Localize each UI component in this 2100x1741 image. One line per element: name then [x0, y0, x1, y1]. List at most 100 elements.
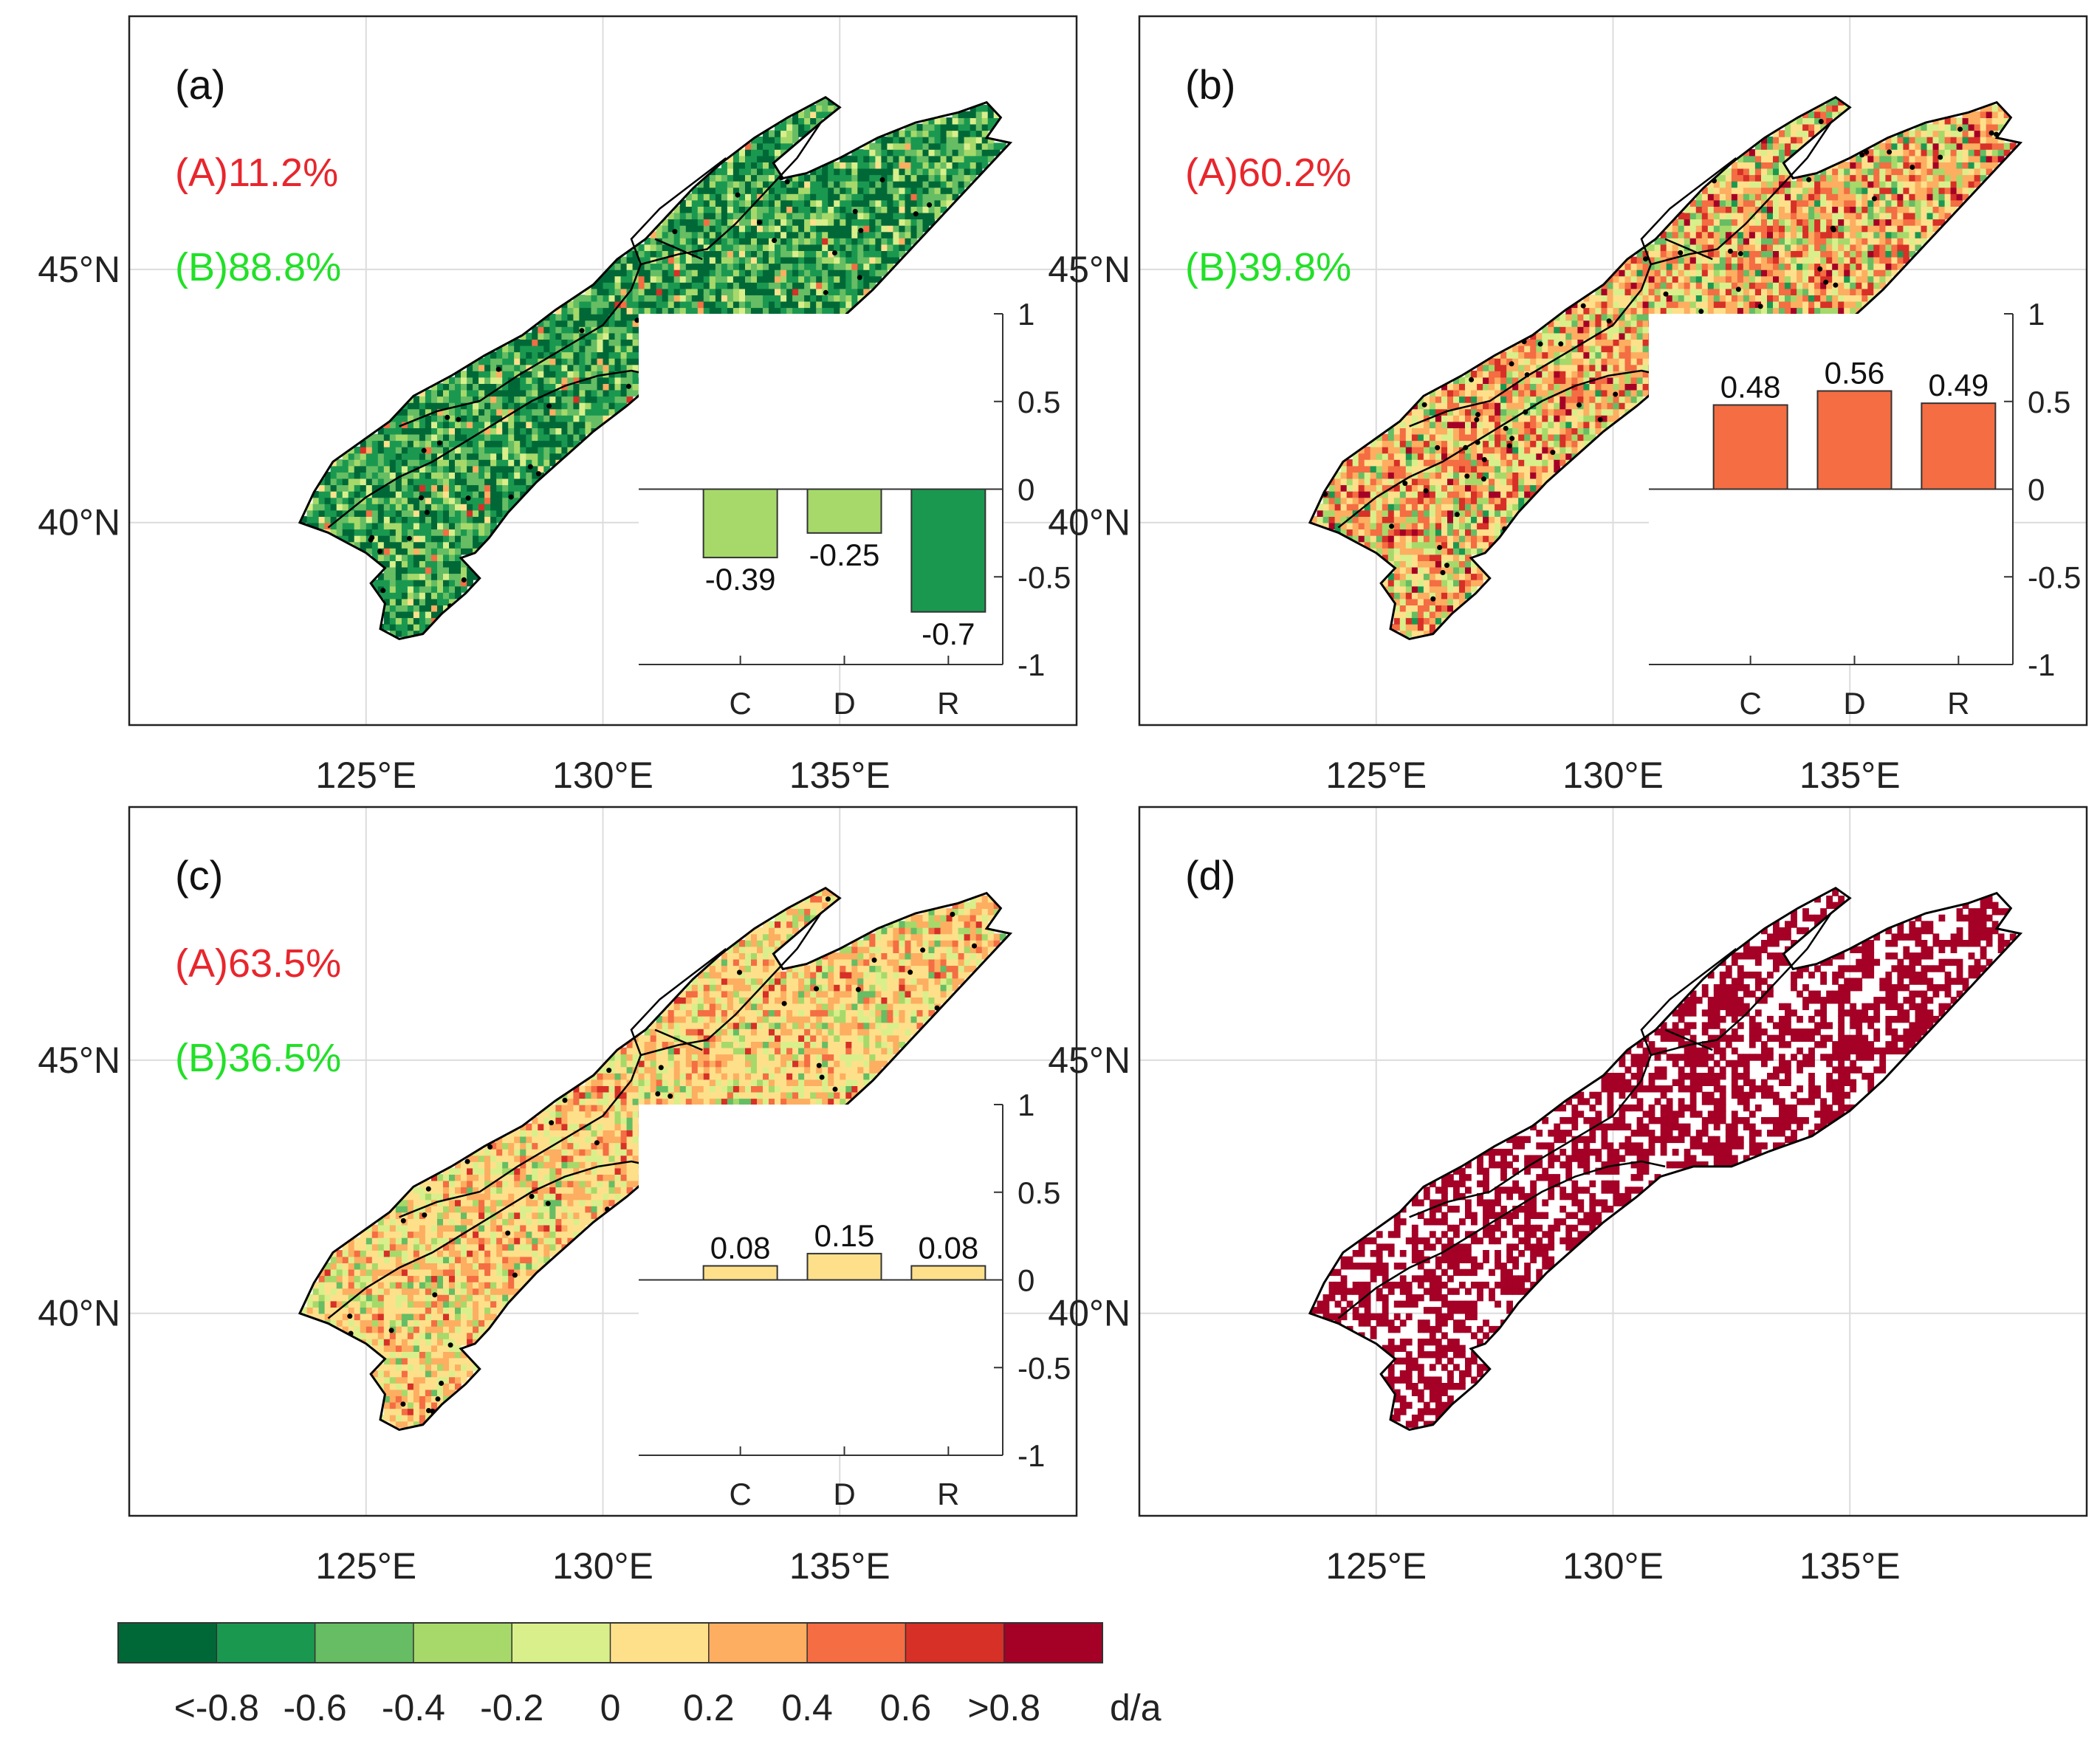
- inset-y-tick-label: 1: [1018, 297, 1034, 332]
- colorbar-swatch: [216, 1623, 316, 1663]
- lon-tick-label: 135°E: [1799, 755, 1901, 796]
- colorbar: <-0.8 -0.6 -0.4 -0.2 0 0.2 0.4 0.6 >0.8 d/a: [117, 1622, 1161, 1728]
- lon-tick-label: 130°E: [552, 1545, 653, 1587]
- inset-category-label: C: [1739, 686, 1761, 721]
- percent-b-label: (B)88.8%: [175, 245, 341, 289]
- inset-bar-C: [1712, 404, 1788, 490]
- panel-label: (c): [175, 852, 223, 899]
- inset-y-tick-label: -1: [2028, 648, 2055, 682]
- panel-frame: [128, 15, 1078, 727]
- region-border: [1409, 157, 1737, 427]
- colorbar-swatch: [315, 1623, 414, 1663]
- inset-bar-chart: 1 0.5 0 -0.5 -1 C -0.39 D -0.25 R -0.7: [639, 297, 1071, 721]
- region-outline: [298, 886, 1013, 1432]
- region-border: [640, 122, 822, 266]
- inset-category-label: C: [729, 1477, 751, 1511]
- region-border: [399, 948, 727, 1218]
- colorbar-tick-label: <-0.8: [174, 1687, 259, 1728]
- percent-b-label: (B)36.5%: [175, 1036, 341, 1080]
- inset-category-label: C: [729, 686, 751, 721]
- lat-tick-label: 40°N: [38, 502, 120, 543]
- lon-tick-label: 130°E: [552, 755, 653, 796]
- inset-y-tick-label: 0: [2028, 473, 2045, 507]
- panel-frame: [1138, 15, 2088, 727]
- inset-category-label: D: [1843, 686, 1865, 721]
- inset-value-label: 0.49: [1928, 368, 1989, 402]
- region-border: [1664, 238, 1713, 261]
- inset-bar-D: [806, 488, 882, 534]
- lat-tick-label: 40°N: [38, 1293, 120, 1334]
- inset-y-tick-label: -1: [1018, 1438, 1045, 1473]
- inset-bar-D: [806, 1252, 882, 1281]
- percent-a-label: (A)11.2%: [175, 151, 338, 195]
- inset-bar-R: [910, 488, 986, 613]
- inset-y-tick-label: 1: [2028, 297, 2045, 332]
- lon-tick-label: 135°E: [789, 755, 891, 796]
- region-border: [1337, 369, 1666, 529]
- inset-y-tick-label: 0: [1018, 473, 1034, 507]
- map-raster: [1311, 889, 2017, 1428]
- map-raster: [301, 889, 1006, 1428]
- inset-value-label: 0.56: [1825, 356, 1885, 391]
- colorbar-swatch: [610, 1623, 710, 1663]
- inset-category-label: R: [1947, 686, 1969, 721]
- panel-a: 125°E 130°E 135°E 45°N 40°N (a) (A)11.2% (B)88.…: [38, 15, 1078, 796]
- region-border: [327, 369, 656, 529]
- inset-category-label: R: [937, 1477, 959, 1511]
- colorbar-swatch: [708, 1623, 808, 1663]
- lat-tick-label: 45°N: [38, 249, 120, 290]
- panel-frame: [1138, 806, 2088, 1517]
- region-outline: [1308, 886, 2023, 1432]
- region-border: [1650, 122, 1832, 266]
- region-border: [654, 238, 703, 261]
- lon-tick-label: 130°E: [1562, 1545, 1664, 1587]
- region-border: [327, 1160, 656, 1319]
- inset-category-label: D: [833, 686, 855, 721]
- percent-b-label: (B)39.8%: [1185, 245, 1351, 289]
- region-border: [654, 1029, 703, 1051]
- lon-tick-label: 130°E: [1562, 755, 1664, 796]
- inset-value-label: -0.25: [809, 538, 880, 572]
- inset-y-tick-label: -0.5: [1018, 560, 1071, 594]
- lon-tick-label: 125°E: [1325, 755, 1427, 796]
- lat-tick-label: 45°N: [1048, 1040, 1130, 1081]
- map-raster: [1311, 98, 2017, 637]
- inset-bar-C: [702, 1265, 778, 1281]
- inset-y-tick-label: 1: [1018, 1088, 1034, 1122]
- inset-value-label: -0.7: [922, 617, 975, 651]
- lat-tick-label: 40°N: [1048, 502, 1130, 543]
- percent-a-label: (A)60.2%: [1185, 151, 1351, 195]
- panel-d: 125°E 130°E 135°E 45°N 40°N (d): [1048, 806, 2088, 1587]
- inset-category-label: R: [937, 686, 959, 721]
- colorbar-tick-label: 0.4: [781, 1687, 833, 1728]
- inset-y-tick-label: -0.5: [2028, 560, 2081, 594]
- region-outline: [1308, 95, 2023, 641]
- colorbar-swatch: [905, 1623, 1005, 1663]
- inset-value-label: 0.15: [814, 1218, 875, 1253]
- inset-bar-chart: 1 0.5 0 -0.5 -1 C 0.08 D 0.15 R 0.08: [639, 1088, 1071, 1511]
- region-border: [1409, 948, 1737, 1218]
- inset-y-tick-label: 0.5: [2028, 385, 2070, 419]
- colorbar-tick-label: 0.2: [683, 1687, 735, 1728]
- inset-value-label: 0.08: [918, 1231, 978, 1266]
- inset-category-label: D: [833, 1477, 855, 1511]
- inset-bar-chart: 1 0.5 0 -0.5 -1 C 0.48 D 0.56 R 0.49: [1649, 297, 2081, 721]
- region-outline: [298, 95, 1013, 641]
- colorbar-swatch: [1003, 1623, 1103, 1663]
- lon-tick-label: 125°E: [315, 1545, 416, 1587]
- colorbar-tick-label: -0.6: [284, 1687, 347, 1728]
- colorbar-unit-label: d/a: [1110, 1687, 1161, 1728]
- colorbar-tick-label: -0.2: [480, 1687, 543, 1728]
- lon-tick-label: 125°E: [1325, 1545, 1427, 1587]
- panel-label: (a): [175, 61, 225, 108]
- inset-bar-C: [702, 488, 778, 559]
- inset-y-tick-label: -0.5: [1018, 1350, 1071, 1385]
- colorbar-swatch: [413, 1623, 512, 1663]
- colorbar-swatch: [118, 1623, 217, 1663]
- inset-y-tick-label: 0.5: [1018, 385, 1060, 419]
- region-border: [1650, 913, 1832, 1057]
- region-border: [640, 913, 822, 1057]
- panel-c: 125°E 130°E 135°E 45°N 40°N (c) (A)63.5% (B)36.…: [38, 806, 1078, 1587]
- lon-tick-label: 135°E: [1799, 1545, 1901, 1587]
